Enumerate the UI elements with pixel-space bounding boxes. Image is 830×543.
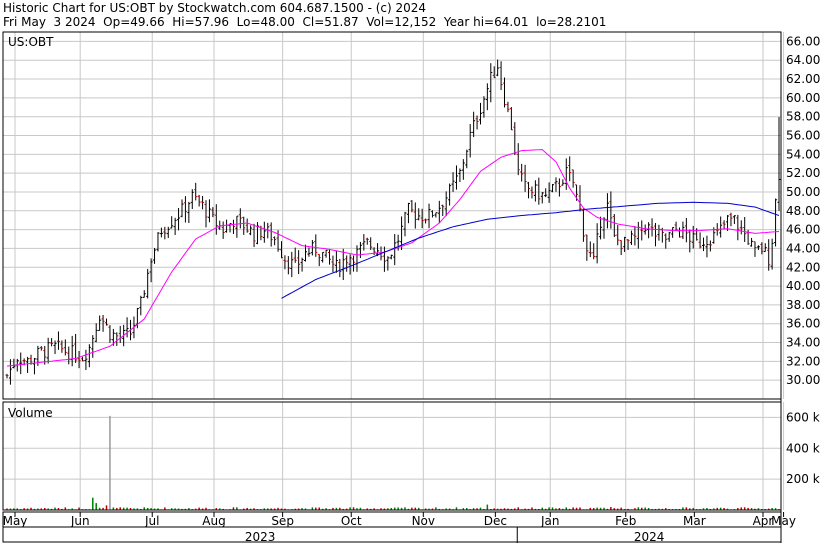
month-label: Mar (683, 514, 706, 528)
moving-average-short (6, 149, 780, 367)
price-tick-label: 52.00 (786, 166, 820, 180)
price-tick-label: 36.00 (786, 317, 820, 331)
price-tick-label: 66.00 (786, 34, 820, 48)
symbol-label: US:OBT (8, 35, 54, 49)
moving-averages (6, 149, 780, 367)
year-label: 2023 (245, 530, 276, 543)
month-label: Feb (615, 514, 636, 528)
axis-labels: US:OBT Volume 66.00 64.00 62.00 60.00 58.00 5… (3, 34, 821, 543)
price-tick-label: 40.00 (786, 279, 820, 293)
month-label: Oct (341, 514, 362, 528)
month-label: Aug (202, 514, 225, 528)
price-tick-label: 48.00 (786, 204, 820, 218)
price-tick-label: 60.00 (786, 91, 820, 105)
month-label: Dec (484, 514, 507, 528)
year-label: 2024 (634, 530, 665, 543)
price-tick-label: 50.00 (786, 185, 820, 199)
price-panel-border (2, 31, 782, 400)
month-label: Jul (144, 514, 159, 528)
quote-summary-line: Fri May 3 2024 Op=49.66 Hi=57.96 Lo=48.0… (3, 15, 607, 29)
moving-average-long (281, 201, 780, 299)
chart-title-line: Historic Chart for US:OBT by Stockwatch.… (3, 1, 427, 15)
price-tick-label: 62.00 (786, 72, 820, 86)
price-tick-label: 32.00 (786, 354, 820, 368)
volume-panel-border (2, 401, 782, 511)
month-label: May (3, 514, 28, 528)
chart-frame (2, 31, 785, 543)
month-label: Sep (271, 514, 294, 528)
price-tick-label: 30.00 (786, 373, 820, 387)
volume-tick-label: 200 k (786, 472, 820, 486)
volume-bars (6, 415, 780, 510)
volume-tick-label: 600 k (786, 410, 820, 424)
month-label: Nov (412, 514, 435, 528)
price-tick-label: 56.00 (786, 129, 820, 143)
price-tick-label: 44.00 (786, 241, 820, 255)
month-label: Apr (753, 514, 774, 528)
price-tick-label: 58.00 (786, 110, 820, 124)
grid (3, 32, 785, 510)
month-label: Jan (540, 514, 560, 528)
month-label: Jun (70, 514, 90, 528)
price-tick-label: 38.00 (786, 298, 820, 312)
price-tick-label: 54.00 (786, 147, 820, 161)
price-candles (5, 59, 781, 385)
volume-tick-label: 400 k (786, 441, 820, 455)
price-tick-label: 46.00 (786, 223, 820, 237)
month-label: May (771, 514, 796, 528)
volume-label: Volume (8, 406, 53, 420)
price-tick-label: 42.00 (786, 260, 820, 274)
price-tick-label: 34.00 (786, 336, 820, 350)
price-tick-label: 64.00 (786, 53, 820, 67)
